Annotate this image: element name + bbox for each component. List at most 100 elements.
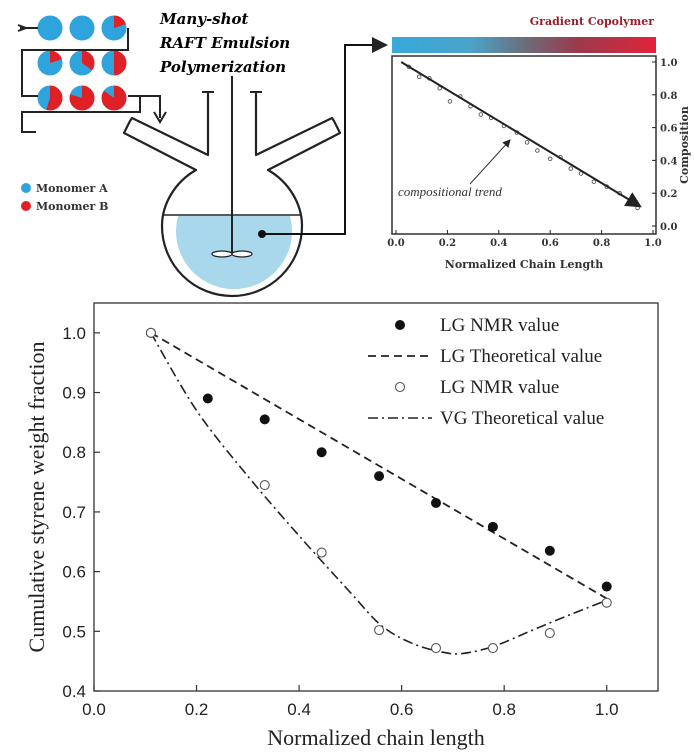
lg-nmr-point-filled: [601, 581, 612, 592]
inset-point: [524, 140, 530, 145]
lg-theoretical-line: [150, 332, 608, 600]
legend-label: LG NMR value: [440, 315, 559, 336]
inset-point: [568, 166, 574, 171]
vg-nmr-point-open: [601, 597, 612, 608]
main-xlabel: Normalized chain length: [267, 725, 484, 750]
inset-y-tick-label: 1.0: [660, 58, 677, 69]
legend-item: LG NMR value: [395, 315, 559, 336]
annotation-pointer: [469, 139, 511, 185]
inset-plot: Gradient Copolymer 0.0 0.2 0.4 0.6 0.8 1.00.0…: [387, 15, 691, 271]
y-tick-label: 0.8: [62, 443, 86, 462]
arrow-icon: [153, 111, 167, 124]
monomer-pie: [100, 84, 128, 112]
legend-item: LG Theoretical value: [368, 346, 602, 367]
schematic-title-line2: RAFT Emulsion: [159, 34, 290, 52]
gradient-bar: [392, 37, 656, 53]
inset-point: [447, 99, 453, 104]
x-tick-label: 0.8: [492, 700, 516, 719]
inset-x-tick-label: 0.8: [593, 238, 610, 249]
monomer-pie: [100, 14, 128, 42]
monomer-pie: [68, 49, 96, 77]
inset-point: [535, 148, 540, 153]
lg-nmr-point-filled: [202, 393, 213, 404]
vg-nmr-point-open: [487, 642, 498, 654]
inset-y-tick-label: 0.8: [660, 91, 677, 102]
vg-nmr-point-open: [544, 628, 555, 639]
arrow-icon: [17, 24, 29, 32]
inset-point: [416, 74, 422, 80]
vg-nmr-point-open: [259, 480, 270, 491]
inset-x-tick-label: 1.0: [644, 238, 661, 249]
inset-y-tick-label: 0.0: [660, 222, 677, 233]
legend-item: VG Theoretical value: [368, 408, 604, 429]
legend-marker: [395, 320, 405, 330]
x-tick-label: 0.0: [82, 700, 106, 719]
reaction-flask: [122, 76, 342, 298]
vg-nmr-point-open: [374, 625, 385, 636]
lg-nmr-point-filled: [430, 497, 441, 508]
compositional-trend-label: compositional trend: [398, 184, 502, 199]
main-chart: 0.0 0.2 0.4 0.6 0.8 1.00.40.50.60.70.80.91.0 …: [24, 302, 659, 750]
legend-monomer-b: Monomer B: [36, 200, 108, 213]
y-tick-label: 0.4: [62, 682, 86, 701]
inset-ticks: 0.0 0.2 0.4 0.6 0.8 1.0 0.0 0.2 0.4 0.6 0.8 1.0: [387, 58, 677, 249]
inset-axes: [391, 55, 657, 235]
y-tick-label: 0.9: [62, 384, 86, 403]
inset-x-tick-label: 0.0: [387, 238, 404, 249]
inset-point: [547, 156, 553, 162]
inset-xlabel: Normalized Chain Length: [445, 258, 603, 271]
gradient-copolymer-label: Gradient Copolymer: [530, 15, 654, 28]
main-ylabel: Cumulative styrene weight fraction: [24, 342, 49, 653]
main-axes: [93, 302, 659, 692]
x-tick-label: 0.2: [185, 700, 209, 719]
connector-line: [128, 95, 161, 118]
monomer-pie: [68, 84, 96, 112]
lg-nmr-point-filled: [487, 521, 498, 532]
monomer-pie: [36, 84, 64, 112]
x-tick-label: 0.6: [390, 700, 414, 719]
legend-monomer-a: Monomer A: [36, 182, 108, 195]
inset-x-tick-label: 0.4: [490, 238, 507, 249]
inset-ylabel: Composition: [678, 106, 691, 184]
schematic: Many-shot RAFT Emulsion Polymerization M…: [17, 10, 388, 298]
monomer-grid: [36, 14, 128, 112]
main-legend: LG NMR value LG Theoretical value LG NMR v…: [368, 315, 604, 429]
monomer-b-swatch: [21, 201, 31, 211]
monomer-pie: [68, 14, 96, 42]
legend-item: LG NMR value: [394, 377, 559, 398]
inset-x-tick-label: 0.6: [541, 238, 558, 249]
x-tick-label: 0.4: [287, 700, 311, 719]
main-points: [145, 327, 612, 654]
legend-label: LG Theoretical value: [440, 346, 602, 367]
monomer-pie: [36, 14, 64, 42]
x-tick-label: 1.0: [595, 700, 619, 719]
y-tick-label: 0.6: [62, 563, 86, 582]
legend-label: VG Theoretical value: [440, 408, 604, 429]
monomer-pie: [36, 49, 64, 77]
y-tick-label: 0.7: [62, 503, 86, 522]
lg-nmr-point-filled: [259, 414, 270, 425]
inset-x-tick-label: 0.2: [439, 238, 456, 249]
inset-y-tick-label: 0.4: [660, 156, 677, 167]
schematic-title-line3: Polymerization: [159, 58, 286, 76]
inset-point: [478, 112, 484, 117]
lg-nmr-point-filled: [374, 471, 385, 482]
y-tick-label: 0.5: [62, 622, 86, 641]
main-ticks: 0.0 0.2 0.4 0.6 0.8 1.0 0.4 0.5 0.6 0.7 0.8 0.9 1.0: [62, 324, 618, 719]
inset-y-tick-label: 0.6: [660, 124, 677, 135]
inset-point: [591, 179, 597, 184]
legend-marker: [394, 381, 406, 393]
y-tick-label: 1.0: [62, 324, 86, 343]
vg-nmr-point-open: [145, 327, 156, 338]
vg-nmr-point-open: [316, 547, 327, 558]
connector-line: [21, 28, 129, 97]
inset-y-tick-label: 0.2: [660, 189, 677, 200]
trend-arrow: [400, 61, 642, 208]
lg-nmr-point-filled: [544, 545, 555, 556]
vg-theoretical-line: [150, 332, 607, 655]
legend-label: LG NMR value: [440, 377, 559, 398]
monomer-a-swatch: [21, 183, 31, 193]
connector-arrow: [262, 37, 388, 235]
schematic-title-line1: Many-shot: [159, 10, 249, 28]
